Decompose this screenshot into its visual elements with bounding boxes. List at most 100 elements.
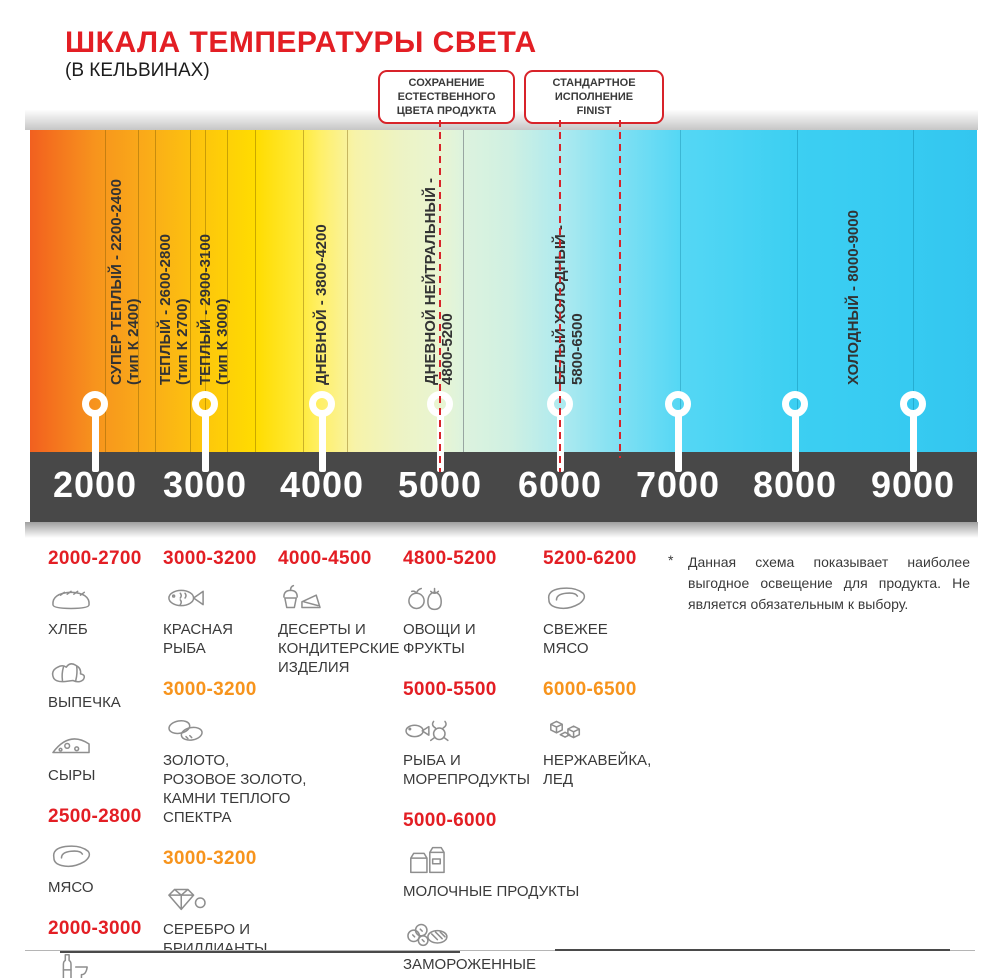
milk-icon	[403, 841, 555, 879]
callout-natural-color: СОХРАНЕНИЕ ЕСТЕСТВЕННОГО ЦВЕТА ПРОДУКТА	[378, 70, 515, 124]
legend-column: 3000-3200 КРАСНАЯ РЫБА 3000-3200 ЗОЛОТО, РОЗО…	[163, 548, 307, 978]
legend-item-label-line: ЛЕД	[543, 771, 574, 789]
legend-range-label: 5200-6200	[543, 548, 637, 569]
legend-item-label-line: ОВОЩИ И	[403, 621, 476, 638]
fresh-meat-icon	[543, 579, 665, 617]
legend-item-label-line: ХЛЕБ	[48, 621, 88, 638]
kelvin-tick-label: 3000	[162, 464, 248, 505]
zone-divider-line	[155, 130, 156, 452]
callout-finist-standard: СТАНДАРТНОЕ ИСПОЛНЕНИЕ FINIST	[524, 70, 664, 124]
zone-label: ТЕПЛЫЙ - 2900-3100 (тип К 3000)	[197, 234, 231, 385]
zone-label-text: ТЕПЛЫЙ - 2900-3100	[197, 233, 214, 385]
page-subtitle: (В КЕЛЬВИНАХ)	[65, 60, 210, 81]
legend-range-label: 3000-3200	[163, 679, 257, 701]
legend-item: ЗОЛОТО, РОЗОВОЕ ЗОЛОТО, КАМНИ ТЕПЛОГО СПЕКТ…	[163, 710, 307, 827]
legend-item-label: КРАСНАЯ РЫБА	[163, 620, 281, 658]
legend-column: 4000-4500 ДЕСЕРТЫ И КОНДИТЕРСКИЕ ИЗДЕЛИЯ	[278, 548, 406, 698]
cheese-icon	[48, 725, 160, 763]
zone-label-subtext: (тип К 2700)	[174, 298, 191, 385]
legend-item: МЯСО	[48, 837, 160, 897]
legend-group: 6000-6500 НЕРЖАВЕЙКА, ЛЕД	[543, 679, 665, 789]
scale-marker-stem	[674, 414, 682, 472]
seafood-icon	[403, 710, 555, 748]
legend-item-label: ЗАМОРОЖЕННЫЕПОЛУФАБРИКАТЫ	[403, 955, 555, 978]
kelvin-tick-label: 4000	[279, 464, 365, 505]
footnote-asterisk: *	[668, 552, 674, 568]
zone-divider-line	[463, 130, 464, 452]
frozen-icon	[403, 914, 555, 952]
scale-marker-stem	[318, 414, 326, 472]
scale-marker-circle	[192, 391, 218, 417]
zone-divider-line	[227, 130, 228, 452]
footnote-text: Данная схема показывает наиболее выгодно…	[688, 554, 970, 612]
callout-line: ИСПОЛНЕНИЕ	[554, 90, 634, 103]
legend-item-label-line: МЯСО	[543, 640, 589, 658]
legend-column: 2000-2700 ХЛЕБ ВЫПЕЧКА СЫРЫ 2500-2800 МЯСО 200…	[48, 548, 160, 978]
legend-item-label: ОВОЩИ И ФРУКТЫ	[403, 620, 555, 658]
footer-divider-segment	[555, 949, 950, 951]
legend-group: 3000-3200 СЕРЕБРО И БРИЛЛИАНТЫ	[163, 848, 281, 958]
legend-item-label: МОЛОЧНЫЕ ПРОДУКТЫ	[403, 882, 579, 901]
legend-item: КРАСНАЯ РЫБА	[163, 579, 281, 658]
callout-line: СОХРАНЕНИЕ	[408, 76, 485, 89]
scale-marker-stem	[791, 414, 799, 472]
zone-label-text: ХОЛОДНЫЙ - 8000-9000	[845, 210, 862, 385]
legend-range-label: 2000-2700	[48, 548, 142, 569]
legend-item-label-line: МЯСО	[48, 879, 94, 897]
zone-label-subtext: (тип К 3000)	[214, 298, 231, 385]
bread-icon	[48, 579, 160, 617]
legend-group: 4800-5200 ОВОЩИ И ФРУКТЫ	[403, 548, 555, 658]
zone-label-subtext: 5800-6500	[569, 313, 586, 385]
legend-item-label: СЕРЕБРО И БРИЛЛИАНТЫ	[163, 920, 281, 958]
callout-line: СТАНДАРТНОЕ	[552, 76, 636, 89]
legend-item-label-line: ЗАМОРОЖЕННЫЕ	[403, 956, 537, 974]
zone-label-text: ДНЕВНОЙ НЕЙТРАЛЬНЫЙ -	[422, 177, 439, 385]
legend-item: СЕРЕБРО И БРИЛЛИАНТЫ	[163, 879, 281, 958]
zone-label: БЕЛЫЙ ХОЛОДНЫЙ -5800-6500	[552, 225, 586, 385]
legend-item-label-line: ИЗДЕЛИЯ	[278, 659, 350, 677]
legend-group: 5200-6200 СВЕЖЕЕ МЯСО	[543, 548, 665, 658]
legend-item: ХЛЕБ	[48, 579, 160, 639]
legend-group: 3000-3200 КРАСНАЯ РЫБА	[163, 548, 281, 658]
legend-group: 5000-5500 РЫБА И МОРЕПРОДУКТЫ	[403, 679, 555, 789]
legend-column: 4800-5200 ОВОЩИ И ФРУКТЫ 5000-5500 РЫБА И МОР…	[403, 548, 579, 978]
legend-item-label: МЯСО	[48, 878, 160, 897]
legend-group: 3000-3200 ЗОЛОТО, РОЗОВОЕ ЗОЛОТО, КАМНИ ТЕП…	[163, 679, 307, 827]
scale-band-shadow	[25, 522, 978, 538]
legend-item: СВЕЖЕЕ МЯСО	[543, 579, 665, 658]
callout-connector-dashed-line	[619, 120, 621, 458]
legend-item-label-line: КАМНИ ТЕПЛОГО	[163, 790, 291, 808]
legend-range-label: 3000-3200	[163, 548, 257, 569]
legend-item-label: ДЕСЕРТЫ И КОНДИТЕРСКИЕ ИЗДЕЛИЯ	[278, 620, 406, 677]
callout-line: ЕСТЕСТВЕННОГО	[397, 90, 496, 103]
callout-connector-dashed-line	[559, 120, 561, 472]
zone-label-subtext: (тип К 2400)	[125, 298, 142, 385]
scale-marker-stem	[201, 414, 209, 472]
zone-label-text: ДНЕВНОЙ - 3800-4200	[313, 224, 330, 385]
legend-range-label: 3000-3200	[163, 848, 257, 870]
legend-range-label: 2000-3000	[48, 918, 142, 940]
legend-item: НЕРЖАВЕЙКА, ЛЕД	[543, 710, 665, 789]
scale-marker-circle	[665, 391, 691, 417]
callout-connector-dashed-line	[439, 120, 441, 472]
kelvin-tick-label: 7000	[635, 464, 721, 505]
croissant-icon	[48, 652, 160, 690]
zone-label: ХОЛОДНЫЙ - 8000-9000	[845, 210, 862, 385]
legend-item-label-line: КРАСНАЯ	[163, 621, 233, 638]
legend-item-label-line: МОРЕПРОДУКТЫ	[403, 771, 531, 789]
zone-label: ТЕПЛЫЙ - 2600-2800 (тип К 2700)	[157, 234, 191, 385]
legend-item-label-line: КОНДИТЕРСКИЕ	[278, 640, 400, 658]
footnote: * Данная схема показывает наиболее выгод…	[668, 552, 970, 615]
scale-marker-stem	[909, 414, 917, 472]
legend-item-label: ЗОЛОТО, РОЗОВОЕ ЗОЛОТО, КАМНИ ТЕПЛОГО СПЕКТ…	[163, 751, 307, 827]
scale-marker-circle	[82, 391, 108, 417]
fish-icon	[163, 579, 281, 617]
footer-divider-segment	[60, 951, 460, 953]
zone-divider-line	[347, 130, 348, 452]
legend-item-label-line: РЫБА И	[403, 752, 461, 770]
page-title: ШКАЛА ТЕМПЕРАТУРЫ СВЕТА	[65, 26, 537, 59]
legend-item-label-line: РОЗОВОЕ ЗОЛОТО,	[163, 771, 307, 789]
zone-label-text: СУПЕР ТЕПЛЫЙ - 2200-2400	[108, 179, 125, 385]
legend-item-label: ХЛЕБ	[48, 620, 160, 639]
